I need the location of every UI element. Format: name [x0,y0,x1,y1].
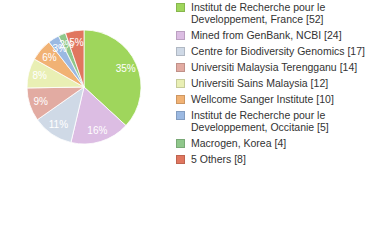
legend-label: Wellcome Sanger Institute [10] [191,93,369,105]
legend-label: Centre for Biodiversity Genomics [17] [191,45,369,57]
legend-entry: Institut de Recherche pour le Developpem… [173,1,373,25]
legend-swatch [176,47,185,56]
legend-label: Institut de Recherche pour le Developpem… [191,109,369,133]
legend-label: Mined from GenBank, NCBI [24] [191,29,369,41]
data-label: 11% [49,119,68,130]
legend-entry: Macrogen, Korea [4] [173,137,373,149]
legend-label: Universiti Sains Malaysia [12] [191,77,369,89]
data-label: 5% [69,37,84,48]
legend-entry: Wellcome Sanger Institute [10] [173,93,373,105]
slices [27,30,141,144]
legend-swatch [176,111,185,120]
legend-entry: Centre for Biodiversity Genomics [17] [173,45,373,57]
legend-swatch [176,31,185,40]
legend: Institut de Recherche pour le Developpem… [173,1,373,165]
legend-swatch [176,79,185,88]
data-label: 35% [116,63,136,74]
legend-label: 5 Others [8] [191,153,369,165]
legend-swatch [176,155,185,164]
data-labels: 35%16%11%9%8%6%3%2%5% [33,37,136,137]
legend-label: Macrogen, Korea [4] [191,137,369,149]
data-label: 16% [87,125,107,136]
data-label: 8% [33,70,48,81]
legend-entry: Universiti Sains Malaysia [12] [173,77,373,89]
legend-entry: Mined from GenBank, NCBI [24] [173,29,373,41]
legend-label: Institut de Recherche pour le Developpem… [191,1,369,25]
data-label: 9% [33,96,48,107]
legend-swatch [176,139,185,148]
legend-entry: 5 Others [8] [173,153,373,165]
legend-entry: Universiti Malaysia Terengganu [14] [173,61,373,73]
legend-swatch [176,95,185,104]
legend-swatch [176,3,185,12]
slice [27,87,84,120]
legend-swatch [176,63,185,72]
legend-entry: Institut de Recherche pour le Developpem… [173,109,373,133]
legend-label: Universiti Malaysia Terengganu [14] [191,61,369,73]
